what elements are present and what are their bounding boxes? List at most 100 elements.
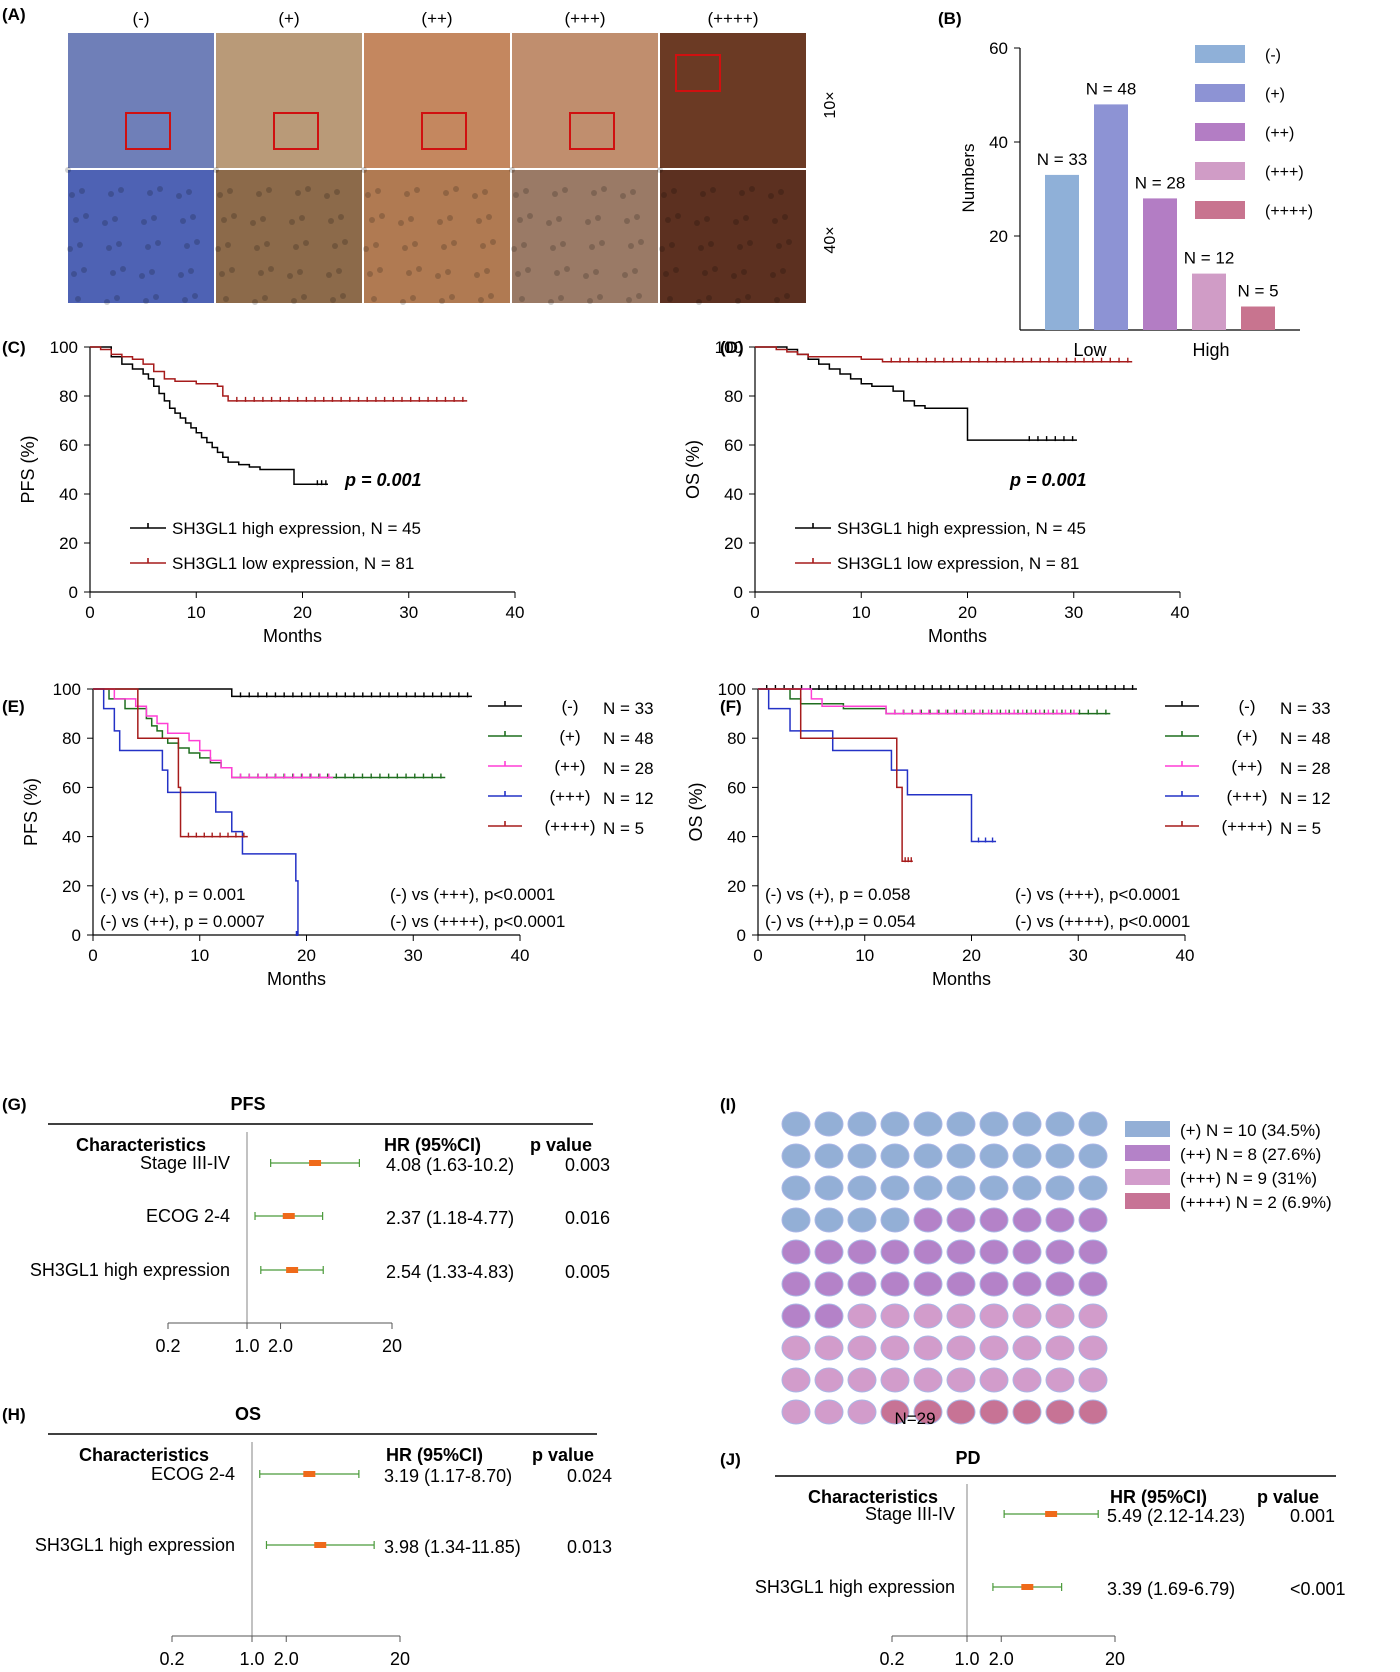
forest-title: OS [235, 1404, 261, 1424]
survival-curve [758, 688, 913, 862]
waffle-cell [1045, 1303, 1075, 1329]
ihc-cell-texture [476, 218, 482, 224]
ihc-cell-texture [416, 266, 422, 272]
waffle-cell [814, 1303, 844, 1329]
waffle-cell [814, 1143, 844, 1169]
ihc-cell-texture [453, 186, 459, 192]
panel-label-e: (E) [2, 697, 25, 716]
y-tick-label: 0 [734, 583, 743, 602]
waffle-cell [1078, 1239, 1108, 1265]
ihc-cell-texture [149, 269, 155, 275]
ihc-cell-texture [778, 189, 784, 195]
ihc-cell-texture [560, 241, 566, 247]
ihc-cell-texture [299, 215, 305, 221]
ihc-cell-texture [702, 270, 708, 276]
waffle-cell [1012, 1303, 1042, 1329]
waffle-cell [1045, 1399, 1075, 1425]
x-axis-label: Months [928, 626, 987, 646]
waffle-cell [781, 1367, 811, 1393]
legend-n: N = 5 [603, 819, 644, 838]
ihc-cell-texture [443, 190, 449, 196]
ihc-cell-texture [488, 293, 494, 299]
hr-value: 3.98 (1.34-11.85) [384, 1537, 521, 1557]
waffle-cell [1012, 1111, 1042, 1137]
x-group-label: Low [1073, 340, 1107, 360]
waffle-cell [1045, 1239, 1075, 1265]
ihc-cell-texture [696, 299, 702, 305]
ihc-cell-texture [589, 244, 595, 250]
waffle-cell [880, 1207, 910, 1233]
legend-label: (++) [1265, 125, 1294, 142]
y-tick-label: 40 [727, 828, 746, 847]
ihc-cell-texture [556, 216, 562, 222]
ihc-cell-texture [338, 214, 344, 220]
legend-label: (-) [1265, 47, 1281, 64]
survival-curve [755, 346, 1077, 441]
ihc-cell-texture [474, 272, 480, 278]
ihc-cell-texture [482, 189, 488, 195]
legend-swatch [1195, 162, 1245, 180]
waffle-cell [880, 1335, 910, 1361]
forest-x-tick-label: 2.0 [268, 1336, 293, 1356]
ihc-cell-texture [145, 244, 151, 250]
ihc-grade-label: (++) [421, 9, 452, 28]
waffle-cell [847, 1207, 877, 1233]
comparison-label: (-) vs (++++), p<0.0001 [390, 912, 565, 931]
ihc-micrograph-panel: (-) (+) (++) (+++) (++++) 10× 40× [65, 9, 839, 305]
ihc-cell-texture [194, 239, 200, 245]
waffle-cell [880, 1111, 910, 1137]
waffle-cell [1012, 1271, 1042, 1297]
y-axis-label: PFS (%) [18, 435, 38, 503]
ihc-cell-texture [404, 191, 410, 197]
waffle-cell [1078, 1367, 1108, 1393]
waffle-cell [847, 1175, 877, 1201]
ihc-cell-texture [782, 214, 788, 220]
ihc-cell-texture [231, 213, 237, 219]
waffle-cell [880, 1367, 910, 1393]
ihc-cell-texture [252, 299, 258, 305]
ihc-cell-texture [223, 296, 229, 302]
legend-n: N = 48 [603, 729, 654, 748]
waffle-cell [946, 1335, 976, 1361]
ihc-cell-texture [114, 295, 120, 301]
comparison-label: (-) vs (+), p = 0.058 [765, 885, 911, 904]
magnification-label-40x: 40× [822, 226, 839, 253]
p-value: <0.001 [1290, 1579, 1346, 1599]
legend-label: SH3GL1 high expression, N = 45 [172, 519, 421, 538]
waffle-cell [946, 1271, 976, 1297]
forest-x-tick-label: 0.2 [879, 1649, 904, 1669]
waffle-cell [880, 1303, 910, 1329]
ihc-cell-texture [295, 190, 301, 196]
waffle-cell [913, 1271, 943, 1297]
waffle-cell [880, 1175, 910, 1201]
ihc-cell-texture [227, 188, 233, 194]
panel-label-d: (D) [720, 338, 744, 357]
ihc-cell-texture [412, 241, 418, 247]
forest-x-tick-label: 20 [390, 1649, 410, 1669]
survival-curve [93, 688, 248, 838]
waffle-cell [1012, 1239, 1042, 1265]
waffle-cell [781, 1335, 811, 1361]
ihc-cell-texture [784, 293, 790, 299]
ihc-cell-texture [665, 217, 671, 223]
row-label: SH3GL1 high expression [30, 1260, 230, 1280]
waffle-cell [1078, 1111, 1108, 1137]
waffle-cell [1045, 1207, 1075, 1233]
grade-bar-chart: 20 40 60 Numbers N = 33 N = 48 N = 28 N = 12N =… [959, 39, 1313, 360]
legend-n: N = 28 [1280, 759, 1331, 778]
bar [1241, 306, 1275, 330]
ihc-cell-texture [675, 213, 681, 219]
bar-data-label: N = 12 [1184, 249, 1235, 268]
ihc-cell-texture [180, 218, 186, 224]
waffle-cell [814, 1207, 844, 1233]
survival-curve [90, 346, 468, 402]
p-value-label: p = 0.001 [1009, 470, 1087, 490]
waffle-cell [913, 1111, 943, 1137]
ihc-cell-texture [83, 213, 89, 219]
y-tick-label: 0 [737, 926, 746, 945]
x-axis-label: Months [267, 969, 326, 989]
legend-label: (+++) [1265, 164, 1304, 181]
waffle-cell [979, 1239, 1009, 1265]
ihc-cell-texture [739, 190, 745, 196]
panel-label-h: (H) [2, 1405, 26, 1424]
